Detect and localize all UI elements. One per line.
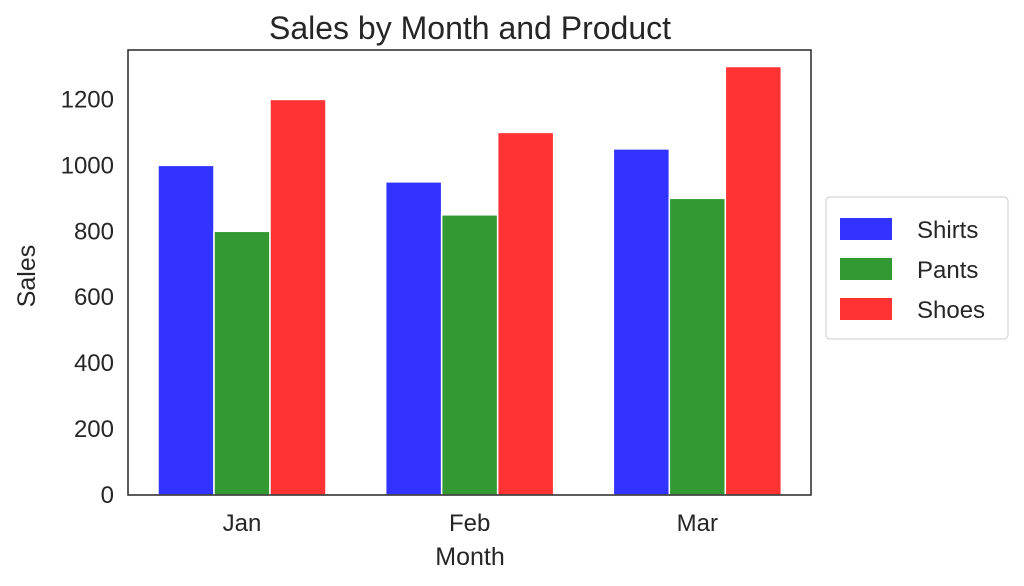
y-axis-label: Sales (13, 245, 41, 308)
bar-shirts-jan (157, 164, 215, 496)
bar-pants-feb (440, 214, 499, 496)
bar-pants-mar (668, 197, 727, 496)
bars-layer (157, 65, 783, 496)
y-tick-label: 400 (74, 350, 114, 377)
bar-shoes-mar (724, 65, 783, 496)
bar-shirts-feb (384, 181, 443, 496)
legend-label-shoes: Shoes (917, 297, 985, 324)
legend: Shirts Pants Shoes (825, 196, 1009, 340)
legend-swatch-shoes (840, 298, 892, 320)
y-tick-label: 1200 (61, 86, 114, 113)
legend-swatch-shirts (840, 218, 892, 240)
y-tick-label: 200 (74, 416, 114, 443)
bar-shoes-feb (496, 131, 555, 496)
x-axis-ticks: Jan Feb Mar (223, 510, 718, 537)
y-tick-label: 600 (74, 284, 114, 311)
bar-shoes-jan (269, 98, 327, 496)
legend-label-pants: Pants (917, 257, 978, 284)
x-tick-label: Jan (223, 510, 262, 537)
legend-swatch-pants (840, 258, 892, 280)
x-tick-label: Mar (677, 510, 718, 537)
bar-shirts-mar (612, 148, 671, 496)
x-tick-label: Feb (449, 510, 490, 537)
chart-title: Sales by Month and Product (269, 10, 671, 46)
legend-label-shirts: Shirts (917, 217, 978, 244)
y-tick-label: 1000 (61, 152, 114, 179)
plot-frame (127, 49, 812, 496)
y-axis-ticks: 0 200 400 600 800 1000 1200 (61, 86, 114, 509)
x-axis-label: Month (435, 543, 504, 571)
y-tick-label: 0 (101, 482, 114, 509)
bar-pants-jan (213, 230, 271, 496)
y-tick-label: 800 (74, 218, 114, 245)
